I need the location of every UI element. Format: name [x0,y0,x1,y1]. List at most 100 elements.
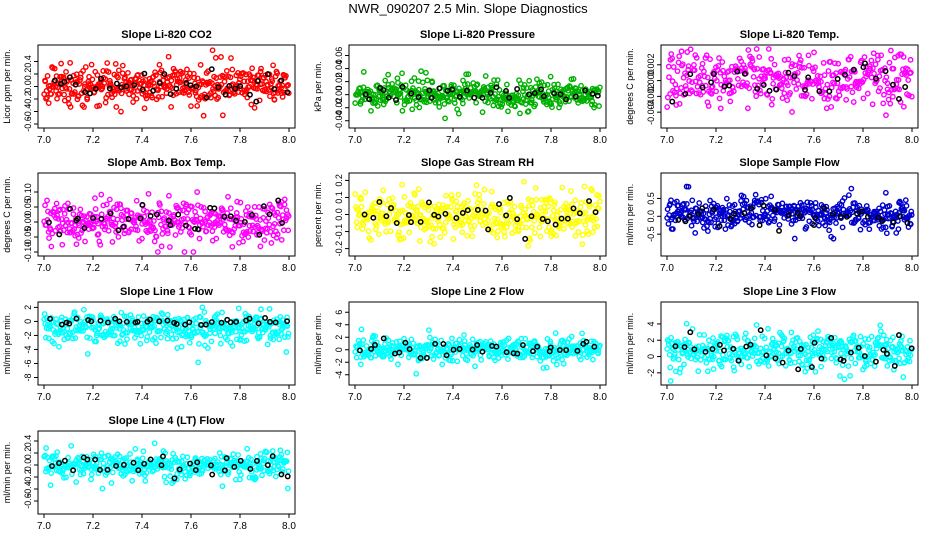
data-point [416,104,423,111]
data-point [825,68,832,74]
data-point [425,327,432,334]
data-point [666,74,672,81]
data-point [61,210,68,217]
reference-point [81,225,88,232]
data-point [826,227,833,234]
data-point [664,104,671,110]
y-tick-label: 0.0 [646,210,656,223]
data-point [184,314,191,321]
data-point [734,75,741,82]
data-point [152,227,158,234]
data-point [750,73,757,80]
data-point [845,363,852,370]
data-point [742,330,749,337]
data-point [779,95,786,102]
data-point [867,65,874,72]
data-point [128,210,135,217]
data-point [589,98,596,105]
data-point [482,73,489,79]
data-point [44,94,50,101]
data-point [708,90,715,97]
data-point [818,363,825,370]
reference-point [482,207,489,214]
data-point [505,220,512,227]
x-tick-label: 7.4 [446,392,460,403]
x-tick-label: 7.8 [856,392,870,403]
data-point [710,335,716,341]
data-point [725,68,732,75]
data-point [441,82,448,89]
data-point [393,86,400,93]
data-point [84,96,91,103]
data-point [791,62,798,69]
data-point [704,74,711,81]
data-point [700,89,707,95]
data-point [833,220,839,227]
data-point [158,243,165,250]
data-point [670,64,677,70]
data-point [796,59,803,66]
data-point [459,229,466,236]
data-point [810,332,817,339]
data-point [96,238,103,245]
data-point [818,78,824,85]
data-point [197,314,204,321]
data-point [45,100,52,107]
data-point [751,335,758,342]
data-point [723,195,730,202]
data-point [828,355,835,362]
data-point [883,74,890,81]
reference-point [153,211,160,218]
reference-point [594,92,601,99]
data-point [474,81,481,88]
data-point [124,336,130,342]
data-point [106,196,113,203]
x-tick-label: 7.6 [495,392,509,403]
data-point [669,55,676,62]
data-point [251,203,258,210]
data-point [354,224,361,231]
data-point [399,107,406,114]
x-tick-label: 8.0 [905,263,919,274]
data-point [238,472,244,478]
data-point [905,77,912,84]
data-point [143,469,150,476]
data-point [591,104,597,111]
data-point [275,214,282,221]
data-point [246,222,253,229]
data-point [92,195,98,201]
data-point [505,108,511,115]
data-point [549,104,555,111]
data-point [105,227,112,234]
data-point [532,101,539,108]
reference-point [160,453,166,460]
reference-point [72,81,79,88]
data-point [217,332,224,339]
data-point [456,336,463,343]
y-tick-label: 0.5 [646,192,656,205]
data-point [197,61,204,68]
data-point [465,71,472,78]
reference-point [66,74,73,81]
data-point [684,49,691,55]
data-point [578,199,585,206]
data-point [903,202,910,209]
data-point [368,107,374,114]
data-point [700,68,707,75]
data-point [549,213,556,220]
data-point [473,182,480,189]
chart-title: Slope Line 4 (LT) Flow [109,415,225,427]
data-point [453,198,460,205]
data-point [531,230,538,236]
reference-point [264,71,271,78]
reference-point [727,216,734,222]
x-tick-label: 7.6 [807,263,821,274]
data-point [578,82,584,89]
data-point [669,78,676,85]
data-point [877,322,884,329]
reference-point [399,83,406,90]
x-tick-label: 7.2 [397,135,411,146]
data-point [384,201,391,208]
y-tick-label: 0.4 [23,435,33,448]
